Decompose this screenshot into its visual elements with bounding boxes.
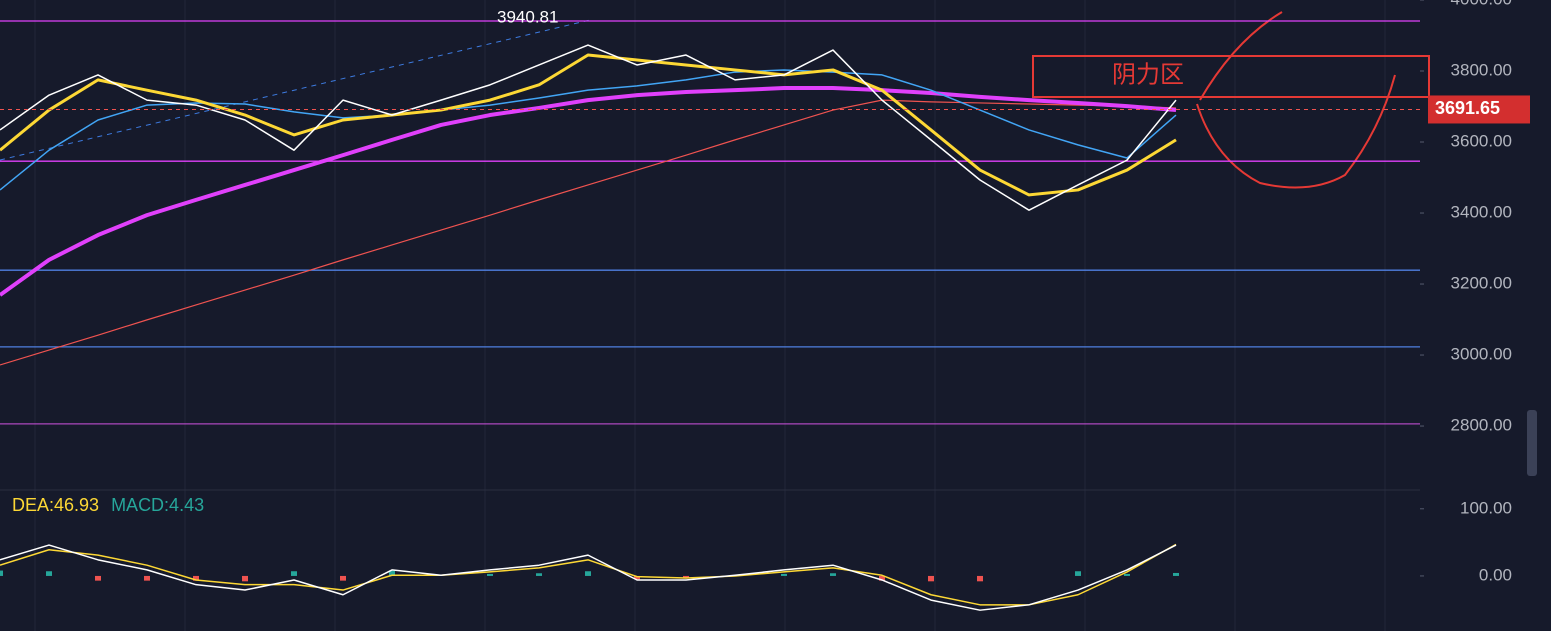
macd-bar <box>536 573 542 576</box>
macd-bar <box>144 575 150 581</box>
macd-bar <box>1173 572 1179 576</box>
resistance-label: 阴力区 <box>1112 61 1184 88</box>
peak-label: 3940.81 <box>497 7 558 26</box>
resistance-box <box>1032 55 1430 98</box>
macd-bar <box>928 575 934 582</box>
macd-bar <box>95 575 101 581</box>
trend-line <box>0 19 591 161</box>
line-series <box>0 53 1177 197</box>
macd-bar <box>585 571 591 576</box>
macd-bar <box>683 575 689 578</box>
macd-bar <box>977 575 983 582</box>
macd-bar <box>830 573 836 576</box>
macd-bar <box>242 575 248 582</box>
legend-text: MACD:4.43 <box>111 495 204 515</box>
macd-bar <box>340 575 346 581</box>
price-badge <box>1428 95 1530 124</box>
line-series <box>0 543 1177 606</box>
line-series <box>0 86 1177 297</box>
grid-vertical <box>34 0 1386 631</box>
line-series <box>0 44 1177 211</box>
line-series <box>0 99 1177 366</box>
macd-bar <box>0 570 3 576</box>
y-tick-label: 0.00 <box>1479 565 1512 584</box>
y-tick-label: 3200.00 <box>1451 274 1512 293</box>
scroll-handle[interactable] <box>1527 410 1537 476</box>
hand-drawn-curve <box>1196 11 1396 189</box>
macd-bar <box>781 573 787 576</box>
line-series <box>0 544 1177 611</box>
y-tick-label: 3000.00 <box>1451 345 1512 364</box>
macd-bar <box>389 570 395 576</box>
y-tick-label: 2800.00 <box>1451 416 1512 435</box>
line-series <box>0 69 1177 191</box>
y-tick-label: 4000.00 <box>1451 0 1512 8</box>
macd-bar <box>193 575 199 581</box>
macd-bar <box>879 575 885 581</box>
y-tick-label: 3800.00 <box>1451 60 1512 79</box>
y-tick-label: 100.00 <box>1460 498 1512 517</box>
y-tick-label: 3400.00 <box>1451 203 1512 222</box>
legend-text: DEA:46.93 <box>12 495 99 515</box>
macd-bar <box>634 575 640 580</box>
y-tick-label: 3600.00 <box>1451 131 1512 150</box>
macd-bar <box>1075 571 1081 576</box>
price-badge-label: 3691.65 <box>1435 98 1500 118</box>
macd-bar <box>46 571 52 576</box>
macd-bar <box>291 571 297 576</box>
macd-bar <box>487 573 493 576</box>
macd-bar <box>1124 573 1130 576</box>
